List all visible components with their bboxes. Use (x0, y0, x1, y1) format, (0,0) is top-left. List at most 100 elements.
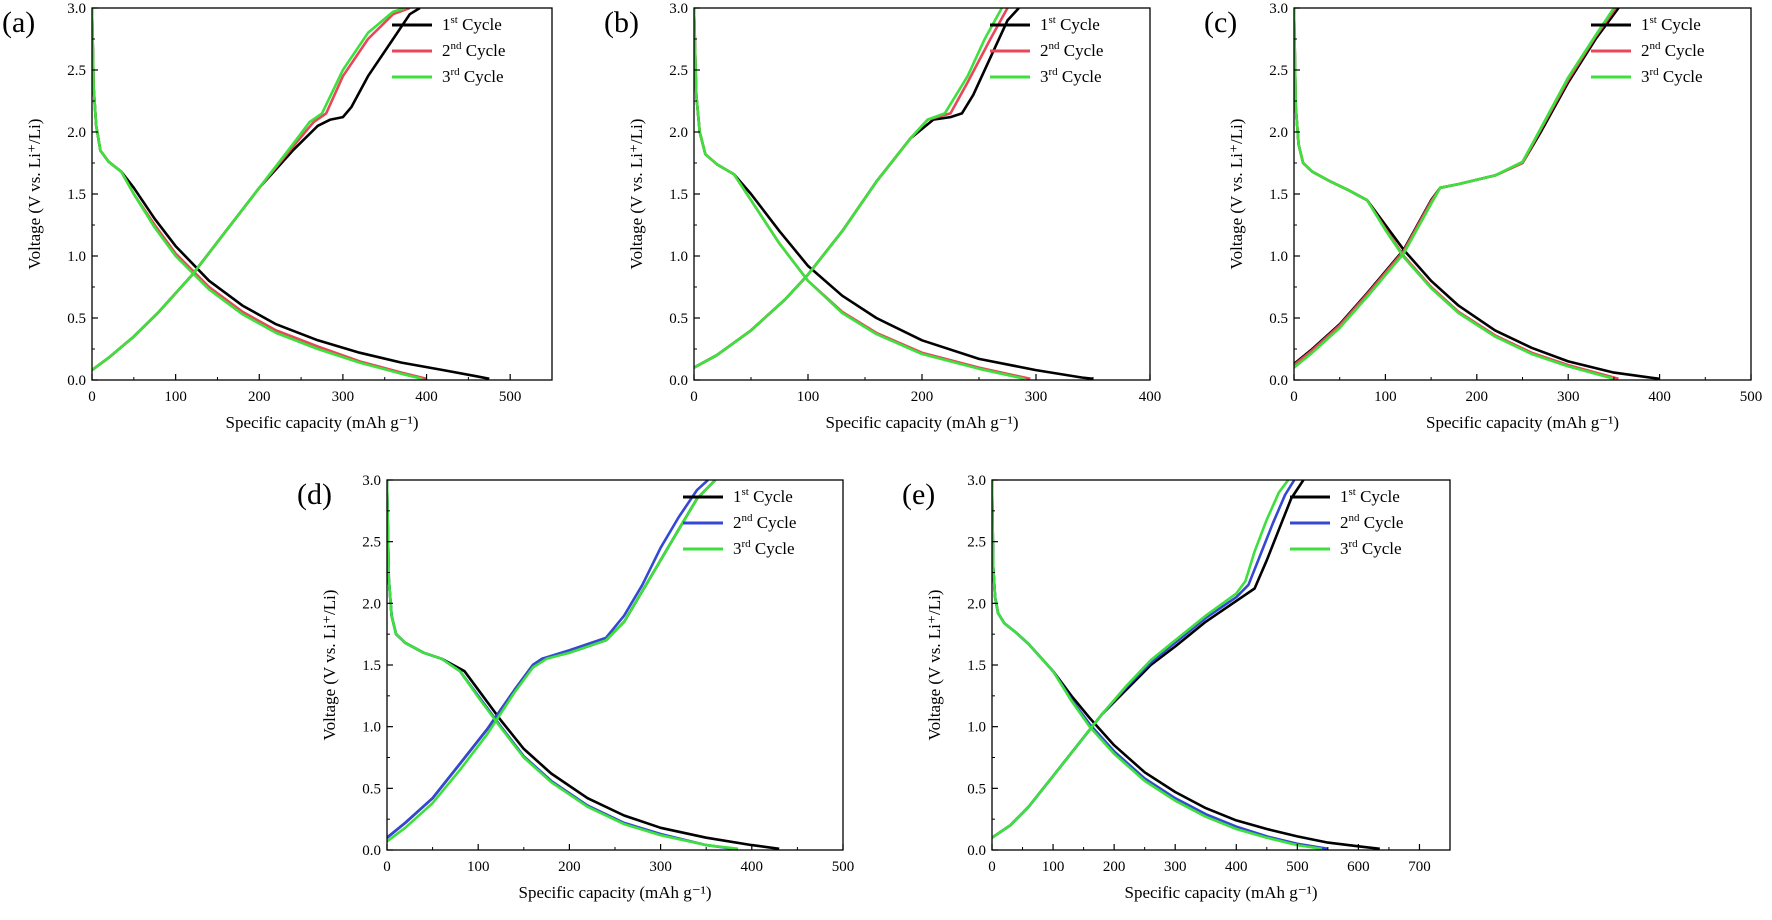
y-tick-label: 2.0 (967, 596, 986, 612)
series-2-charge-curve (992, 480, 1296, 839)
series-1-discharge-curve (387, 480, 780, 850)
y-tick-label: 2.0 (67, 125, 86, 141)
x-tick-label: 500 (499, 389, 522, 405)
series-3-charge-curve (387, 480, 717, 843)
y-tick-label: 2.5 (67, 63, 86, 79)
x-tick-label: 300 (1025, 389, 1048, 405)
y-tick-label: 3.0 (1269, 1, 1288, 17)
y-tick-label: 0.0 (362, 843, 381, 859)
series-3-discharge-curve (387, 480, 739, 850)
panel-b: 0 100 200 300 400 0.0 0.5 1.0 1.5 2.0 2.5 3.0 Specif… (604, 1, 1161, 432)
x-axis-title: Specific capacity (mAh g⁻¹) (226, 413, 419, 432)
y-axis-title: Voltage (V vs. Li⁺/Li) (925, 590, 944, 741)
x-tick-label: 400 (1648, 389, 1671, 405)
y-tick-label: 3.0 (669, 1, 688, 17)
x-tick-label: 0 (988, 859, 996, 875)
y-tick-label: 1.0 (967, 720, 986, 736)
y-tick-label: 2.0 (362, 596, 381, 612)
legend-label: 1st Cycle (733, 486, 793, 506)
series-2-charge-curve (694, 8, 1009, 369)
y-tick-label: 2.0 (1269, 125, 1288, 141)
legend-label: 2nd Cycle (442, 40, 505, 60)
series-3-charge-curve (1294, 8, 1615, 369)
x-tick-label: 500 (1740, 389, 1763, 405)
legend-label: 2nd Cycle (1040, 40, 1103, 60)
x-tick-label: 500 (832, 859, 855, 875)
y-tick-label: 0.5 (67, 311, 86, 327)
x-tick-label: 600 (1347, 859, 1370, 875)
series-3-discharge-curve (992, 480, 1322, 850)
legend-label: 3rd Cycle (1040, 66, 1102, 86)
x-tick-label: 100 (467, 859, 490, 875)
x-tick-label: 300 (649, 859, 672, 875)
legend-label: 2nd Cycle (1340, 512, 1403, 532)
x-tick-label: 300 (1164, 859, 1187, 875)
plot-frame (1293, 7, 1752, 381)
x-tick-label: 400 (741, 859, 764, 875)
y-tick-label: 3.0 (967, 473, 986, 489)
y-tick-label: 0.0 (669, 373, 688, 389)
x-axis-title: Specific capacity (mAh g⁻¹) (519, 883, 712, 902)
panel-e: 0 100 200 300 400 500 600 700 0.0 0.5 1.0 1.5 2.0 2.5… (902, 473, 1451, 902)
x-tick-label: 400 (1225, 859, 1248, 875)
y-tick-label: 1.5 (1269, 187, 1288, 203)
y-tick-label: 2.5 (1269, 63, 1288, 79)
y-tick-label: 0.5 (967, 781, 986, 797)
y-tick-label: 0.0 (67, 373, 86, 389)
x-tick-label: 0 (88, 389, 96, 405)
legend-label: 1st Cycle (442, 14, 502, 34)
y-tick-label: 0.5 (1269, 311, 1288, 327)
x-axis-title: Specific capacity (mAh g⁻¹) (1125, 883, 1318, 902)
x-tick-label: 100 (164, 389, 187, 405)
x-tick-label: 300 (1557, 389, 1580, 405)
panel-label: (d) (297, 478, 332, 511)
x-tick-label: 100 (797, 389, 820, 405)
x-tick-label: 400 (415, 389, 438, 405)
legend-label: 1st Cycle (1040, 14, 1100, 34)
x-tick-label: 200 (911, 389, 934, 405)
series-2-discharge-curve (694, 8, 1031, 380)
panel-label: (b) (604, 6, 639, 39)
legend-label: 1st Cycle (1340, 486, 1400, 506)
y-axis-title: Voltage (V vs. Li⁺/Li) (627, 119, 646, 270)
panel-label: (a) (2, 6, 35, 39)
x-axis-title: Specific capacity (mAh g⁻¹) (1426, 413, 1619, 432)
x-tick-label: 0 (383, 859, 391, 875)
x-tick-label: 0 (690, 389, 698, 405)
panel-label: (e) (902, 478, 935, 511)
x-tick-label: 200 (1466, 389, 1489, 405)
x-tick-label: 700 (1408, 859, 1431, 875)
panel-a: 0 100 200 300 400 500 0.0 0.5 1.0 1.5 2.0 2.5 3.0 Spe… (2, 1, 553, 432)
y-tick-label: 0.0 (1269, 373, 1288, 389)
x-tick-label: 500 (1286, 859, 1309, 875)
series-3-discharge-curve (1294, 8, 1615, 380)
x-axis-title: Specific capacity (mAh g⁻¹) (826, 413, 1019, 432)
y-tick-label: 2.0 (669, 125, 688, 141)
legend-label: 2nd Cycle (733, 512, 796, 532)
x-tick-label: 200 (248, 389, 271, 405)
y-tick-label: 2.5 (669, 63, 688, 79)
panel-label: (c) (1204, 6, 1237, 39)
y-axis-title: Voltage (V vs. Li⁺/Li) (25, 119, 44, 270)
series-3-discharge-curve (92, 8, 423, 380)
series-3-charge-curve (92, 8, 406, 372)
y-tick-label: 0.5 (669, 311, 688, 327)
y-tick-label: 1.5 (669, 187, 688, 203)
y-tick-label: 2.5 (362, 535, 381, 551)
y-tick-label: 0.0 (967, 843, 986, 859)
series-1-charge-curve (92, 8, 421, 372)
panel-d: 0 100 200 300 400 500 0.0 0.5 1.0 1.5 2.0 2.5 3.0 Spe… (297, 473, 854, 902)
x-tick-label: 200 (558, 859, 581, 875)
legend-label: 1st Cycle (1641, 14, 1701, 34)
x-tick-label: 100 (1374, 389, 1397, 405)
panel-c: 0 100 200 300 400 500 0.0 0.5 1.0 1.5 2.0 2.5 3.0 Spe… (1204, 1, 1762, 432)
series-3-charge-curve (694, 8, 1003, 369)
y-tick-label: 1.5 (67, 187, 86, 203)
series-1-discharge-curve (694, 8, 1094, 380)
y-tick-label: 3.0 (67, 1, 86, 17)
x-tick-label: 100 (1042, 859, 1065, 875)
legend-label: 2nd Cycle (1641, 40, 1704, 60)
plot-frame (91, 7, 553, 381)
y-tick-label: 1.5 (967, 658, 986, 674)
